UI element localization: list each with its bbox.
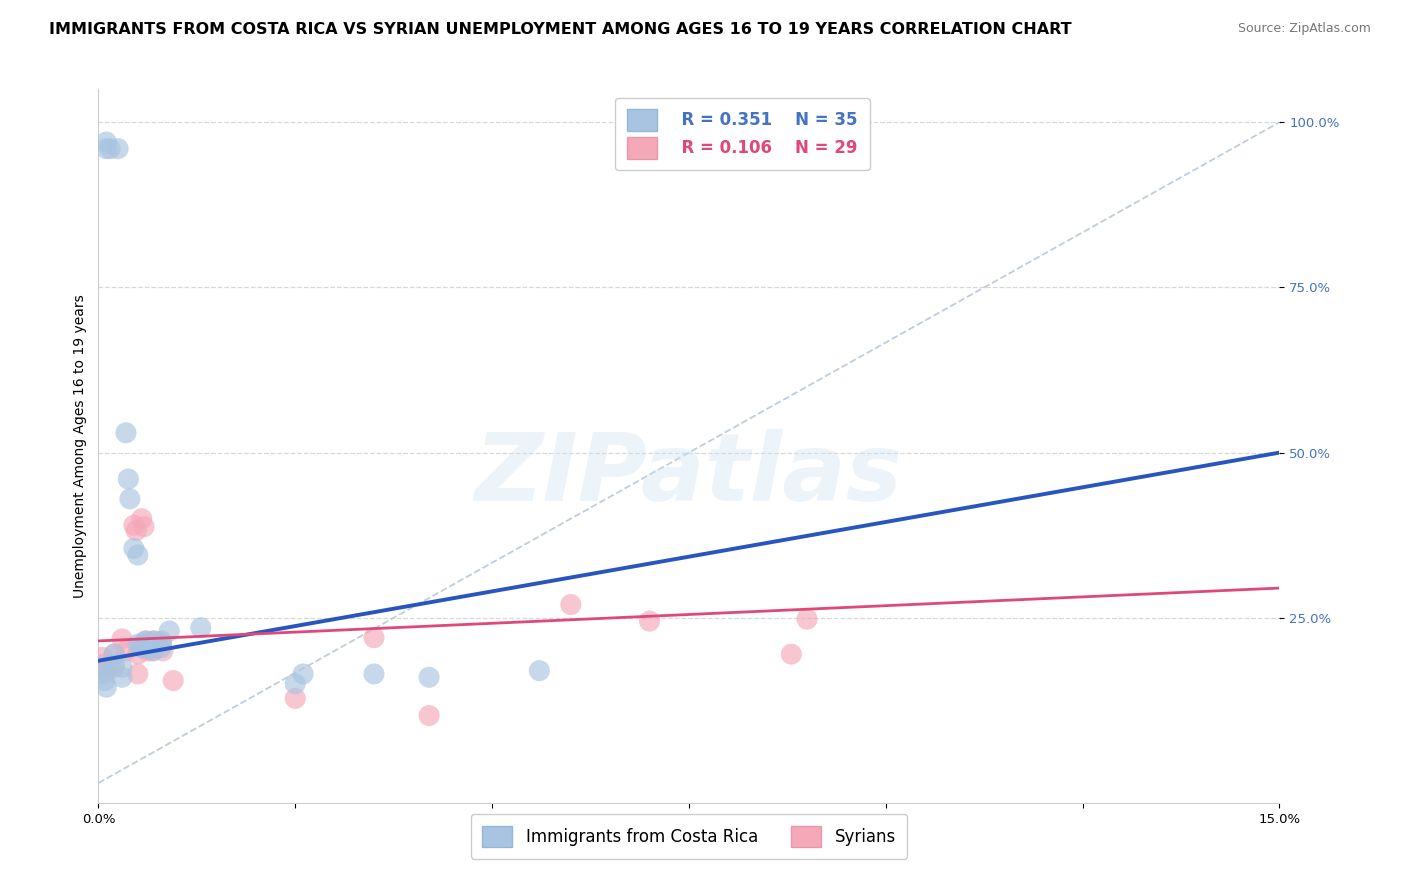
Point — [150, 636, 173, 650]
Point — [780, 647, 803, 661]
Point — [363, 631, 385, 645]
Point — [152, 644, 174, 658]
Point — [560, 598, 582, 612]
Text: IMMIGRANTS FROM COSTA RICA VS SYRIAN UNEMPLOYMENT AMONG AGES 16 TO 19 YEARS CORR: IMMIGRANTS FROM COSTA RICA VS SYRIAN UNE… — [49, 22, 1071, 37]
Point — [135, 634, 157, 648]
Point — [96, 135, 118, 149]
Point — [91, 650, 114, 665]
Point — [127, 647, 149, 661]
Point — [93, 657, 115, 671]
Point — [529, 664, 551, 678]
Point — [122, 541, 145, 556]
Y-axis label: Unemployment Among Ages 16 to 19 years: Unemployment Among Ages 16 to 19 years — [73, 294, 87, 598]
Point — [292, 667, 315, 681]
Point — [127, 667, 149, 681]
Point — [418, 670, 440, 684]
Point — [122, 518, 145, 533]
Point — [111, 632, 134, 646]
Point — [638, 614, 661, 628]
Point — [363, 667, 385, 681]
Point — [131, 637, 153, 651]
Point — [150, 634, 173, 648]
Point — [127, 637, 149, 651]
Point — [98, 142, 121, 156]
Point — [125, 524, 148, 538]
Point — [190, 621, 212, 635]
Point — [135, 634, 157, 648]
Point — [115, 644, 138, 658]
Point — [131, 640, 153, 655]
Point — [162, 673, 184, 688]
Point — [135, 640, 157, 655]
Point — [117, 472, 139, 486]
Point — [103, 647, 125, 661]
Point — [132, 519, 155, 533]
Text: ZIPatlas: ZIPatlas — [475, 428, 903, 521]
Point — [96, 680, 118, 694]
Point — [418, 708, 440, 723]
Point — [115, 425, 138, 440]
Point — [284, 691, 307, 706]
Point — [111, 670, 134, 684]
Point — [93, 673, 115, 688]
Point — [127, 548, 149, 562]
Legend: Immigrants from Costa Rica, Syrians: Immigrants from Costa Rica, Syrians — [471, 814, 907, 859]
Point — [138, 640, 160, 655]
Point — [138, 637, 160, 651]
Point — [142, 634, 165, 648]
Point — [136, 644, 159, 658]
Point — [138, 635, 160, 649]
Point — [96, 664, 118, 678]
Point — [284, 677, 307, 691]
Point — [142, 644, 165, 658]
Point — [143, 640, 166, 655]
Point — [103, 647, 125, 661]
Point — [131, 511, 153, 525]
Point — [142, 634, 165, 648]
Point — [111, 660, 134, 674]
Point — [150, 640, 173, 655]
Point — [118, 491, 141, 506]
Point — [96, 142, 118, 156]
Point — [157, 624, 180, 638]
Point — [91, 660, 114, 674]
Text: Source: ZipAtlas.com: Source: ZipAtlas.com — [1237, 22, 1371, 36]
Point — [103, 657, 125, 671]
Point — [141, 644, 163, 658]
Point — [93, 667, 115, 681]
Point — [107, 142, 129, 156]
Point — [796, 612, 818, 626]
Point — [103, 660, 125, 674]
